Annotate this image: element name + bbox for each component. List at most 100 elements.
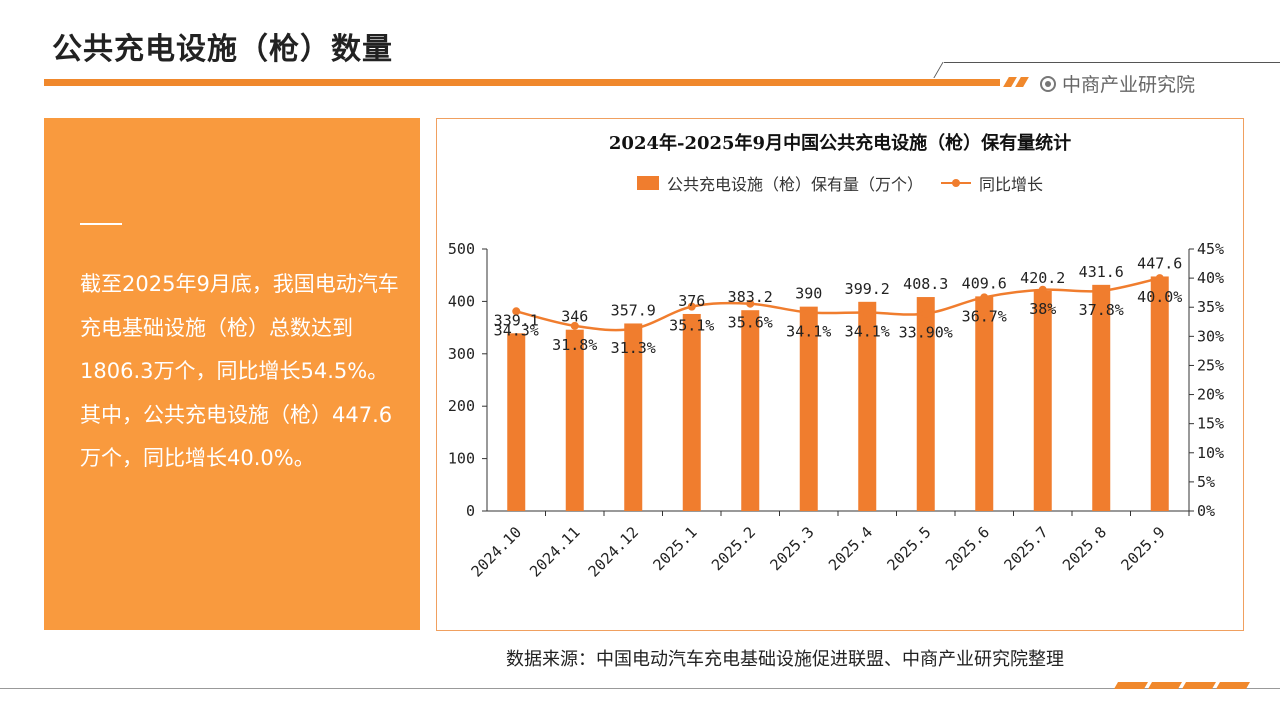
header-rule-corner: [933, 62, 944, 78]
legend-item-bar: 公共充电设施（枪）保有量（万个）: [636, 171, 923, 195]
bar: [1092, 284, 1111, 511]
growth-point: [1155, 274, 1164, 283]
bar: [624, 323, 643, 511]
growth-value-label: 36.7%: [962, 307, 1007, 325]
bar: [975, 296, 994, 511]
title-underline-bar: [44, 79, 1000, 86]
y-right-tick-label: 15%: [1197, 415, 1224, 433]
growth-value-label: 31.3%: [611, 339, 656, 357]
y-right-tick-label: 40%: [1197, 269, 1224, 287]
summary-accent-line: [80, 223, 122, 225]
growth-point: [804, 308, 813, 317]
bar: [858, 301, 877, 511]
bar: [682, 313, 701, 511]
growth-point: [980, 293, 989, 302]
x-tick-label: 2025.9: [1118, 523, 1169, 574]
x-tick-label: 2025.8: [1059, 523, 1110, 574]
bar: [1033, 290, 1052, 511]
y-left-tick-label: 400: [448, 292, 475, 310]
bar-value-label: 383.2: [728, 288, 773, 306]
data-source: 数据来源：中国电动汽车充电基础设施促进联盟、中商产业研究院整理: [506, 649, 1064, 670]
growth-value-label: 33.90%: [899, 324, 953, 342]
growth-point: [629, 324, 638, 333]
legend-line-swatch: [941, 175, 971, 191]
brand-logo-icon: [1040, 75, 1056, 92]
chart-title: 2024年-2025年9月中国公共充电设施（枪）保有量统计: [608, 133, 1072, 154]
growth-value-label: 35.6%: [728, 314, 773, 332]
x-tick-label: 2024.11: [526, 523, 583, 580]
x-tick-label: 2024.10: [468, 523, 525, 580]
growth-value-label: 35.1%: [669, 317, 714, 335]
x-tick-label: 2025.3: [767, 523, 818, 574]
page-title: 公共充电设施（枪）数量: [52, 32, 393, 67]
growth-point: [746, 299, 755, 308]
y-right-tick-label: 35%: [1197, 298, 1224, 316]
growth-point: [687, 302, 696, 311]
x-tick-label: 2025.5: [884, 523, 935, 574]
legend-bar-swatch: [636, 176, 659, 190]
growth-value-label: 34.3%: [494, 321, 539, 339]
y-right-tick-label: 5%: [1197, 473, 1215, 491]
bar: [1150, 276, 1169, 511]
bar-value-label: 339.1: [494, 311, 539, 329]
y-left-tick-label: 0: [466, 502, 475, 520]
chart-container: 2024年-2025年9月中国公共充电设施（枪）保有量统计 公共充电设施（枪）保…: [436, 118, 1244, 631]
footer-rule: [0, 688, 1280, 689]
y-left-tick-label: 300: [448, 345, 475, 363]
bar: [741, 310, 760, 511]
bar: [507, 333, 526, 511]
bar-value-label: 357.9: [611, 301, 656, 319]
bar-value-label: 408.3: [903, 275, 948, 293]
legend-bar-label: 公共充电设施（枪）保有量（万个）: [666, 175, 923, 194]
y-right-tick-label: 25%: [1197, 356, 1224, 374]
growth-value-label: 34.1%: [845, 322, 890, 340]
chart-legend: 公共充电设施（枪）保有量（万个） 同比增长: [437, 171, 1243, 195]
brand-name: 中商产业研究院: [1062, 74, 1196, 96]
x-tick-label: 2025.4: [825, 523, 876, 574]
bar-value-label: 376: [678, 292, 705, 310]
y-left-tick-label: 100: [448, 450, 475, 468]
bar-value-label: 346: [561, 308, 588, 326]
bar-value-label: 409.6: [962, 274, 1007, 292]
bar: [565, 329, 584, 511]
footer-stripe-decoration: [1147, 682, 1183, 689]
bar-value-label: 390: [795, 285, 822, 303]
growth-value-label: 38%: [1029, 300, 1056, 318]
growth-value-label: 34.1%: [786, 322, 831, 340]
growth-value-label: 40.0%: [1137, 288, 1182, 306]
summary-panel: 截至2025年9月底，我国电动汽车充电基础设施（枪）总数达到1806.3万个，同…: [44, 118, 420, 630]
brand: 中商产业研究院: [1040, 70, 1195, 97]
x-tick-label: 2025.7: [1001, 523, 1052, 574]
x-tick-label: 2024.12: [585, 523, 642, 580]
bar-value-label: 431.6: [1079, 263, 1124, 281]
summary-text: 截至2025年9月底，我国电动汽车充电基础设施（枪）总数达到1806.3万个，同…: [80, 272, 399, 470]
x-tick-label: 2025.1: [650, 523, 701, 574]
footer-stripe-decoration: [1113, 682, 1149, 689]
legend-item-line: 同比增长: [941, 171, 1043, 195]
y-left-tick-label: 200: [448, 397, 475, 415]
header-rule: [944, 62, 1280, 63]
growth-point: [1097, 286, 1106, 295]
growth-value-label: 37.8%: [1079, 301, 1124, 319]
y-right-tick-label: 30%: [1197, 327, 1224, 345]
y-left-tick-label: 500: [448, 240, 475, 258]
y-right-tick-label: 0%: [1197, 502, 1215, 520]
legend-line-label: 同比增长: [979, 175, 1044, 194]
bar-value-label: 420.2: [1020, 269, 1065, 287]
bar: [916, 297, 935, 511]
growth-point: [1038, 285, 1047, 294]
x-tick-label: 2025.6: [942, 523, 993, 574]
bar: [799, 306, 818, 511]
x-tick-label: 2025.2: [708, 523, 759, 574]
bar-value-label: 447.6: [1137, 254, 1182, 272]
y-right-tick-label: 20%: [1197, 386, 1224, 404]
y-right-tick-label: 10%: [1197, 444, 1224, 462]
growth-point: [921, 309, 930, 318]
footer-stripe-decoration: [1215, 682, 1251, 689]
growth-point: [863, 308, 872, 317]
title-slash-decoration: [1015, 77, 1029, 87]
growth-point: [512, 307, 521, 316]
growth-point: [570, 321, 579, 330]
bar-value-label: 399.2: [845, 280, 890, 298]
footer-stripe-decoration: [1181, 682, 1217, 689]
